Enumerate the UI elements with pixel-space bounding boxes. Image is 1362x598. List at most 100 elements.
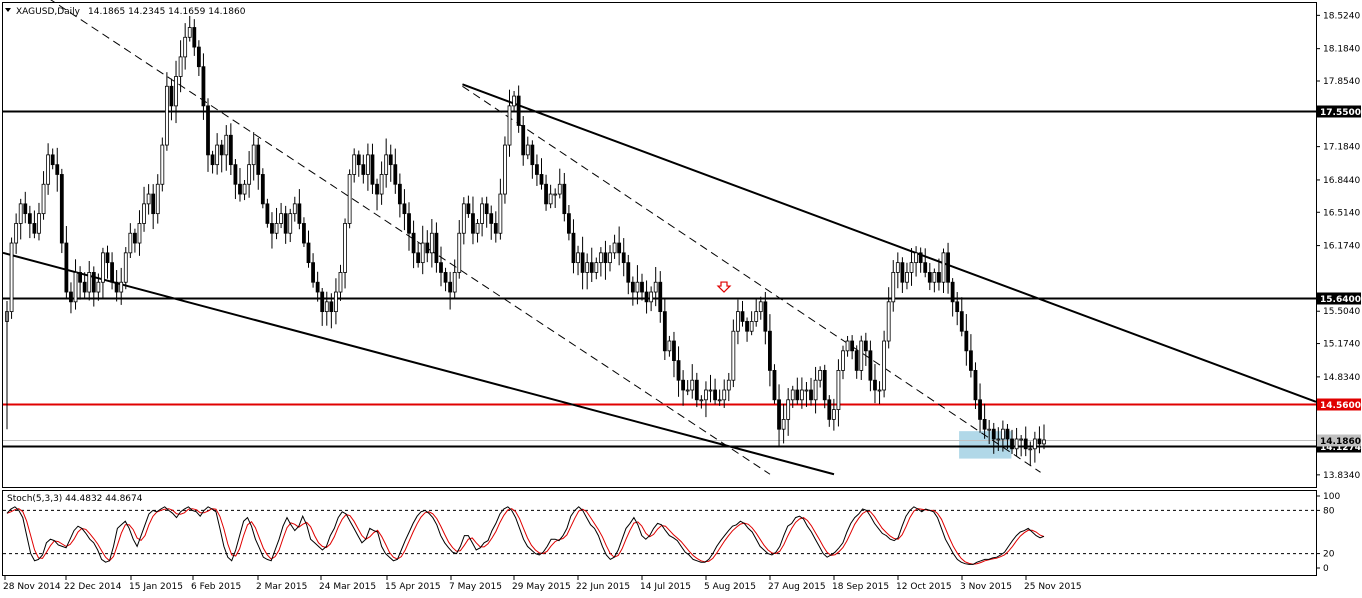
candle-body: [416, 252, 421, 264]
candle-body: [160, 144, 165, 185]
candle-body: [964, 330, 969, 352]
candle-body: [722, 389, 727, 401]
candle-body: [768, 330, 772, 371]
trendline: [2, 251, 835, 476]
y-tick-label: 16.5140: [1323, 208, 1360, 218]
candle-body: [932, 272, 937, 283]
candle-body: [69, 291, 73, 303]
candle-body: [352, 154, 357, 175]
stoch-main-line: [6, 506, 1045, 565]
candle-body: [55, 164, 60, 175]
y-tick-label: 18.1840: [1323, 45, 1360, 55]
candle-body: [1014, 438, 1019, 450]
candle-body: [356, 154, 361, 166]
candle-body: [443, 272, 448, 283]
candle-body: [37, 213, 41, 234]
candle-body: [818, 370, 823, 381]
candle-body: [959, 311, 964, 332]
candle-body: [608, 252, 612, 264]
candle-body: [393, 164, 398, 185]
candle-body: [407, 213, 411, 234]
candle-body: [914, 252, 918, 264]
down-arrow-icon: [716, 281, 732, 293]
candle-body: [969, 350, 973, 371]
candle-body: [786, 399, 791, 420]
x-tick-label: 24 Mar 2015: [319, 582, 376, 592]
candle-body: [206, 105, 210, 156]
y-tick-label: 17.8540: [1323, 77, 1360, 87]
x-tick-label: 15 Jan 2015: [129, 582, 183, 592]
candle-body: [247, 164, 252, 185]
candle-body: [598, 252, 603, 264]
candle-body: [927, 272, 932, 283]
candle-body: [329, 301, 334, 313]
candle-body: [46, 154, 51, 185]
stoch-tick-label: 20: [1323, 550, 1335, 560]
candle-body: [338, 272, 343, 293]
candle-body: [379, 174, 384, 195]
candle-body: [279, 213, 283, 224]
candle-body: [105, 252, 110, 264]
x-tick-label: 5 Aug 2015: [704, 582, 756, 592]
candle-body: [895, 262, 900, 273]
candle-body: [521, 125, 526, 156]
candle-body: [274, 223, 279, 234]
candle-body: [745, 321, 749, 332]
candle-body: [489, 213, 494, 224]
candle-body: [238, 183, 242, 195]
candle-body: [128, 232, 133, 254]
candle-body: [315, 281, 320, 293]
candle-body: [133, 232, 137, 244]
candle-body: [955, 301, 960, 313]
main-pane-frame: [2, 2, 1317, 488]
time-axis: 28 Nov 2014 22 Dec 2014 15 Jan 2015 6 Feb 2…: [3, 576, 1082, 592]
x-tick-label: 7 May 2015: [449, 582, 502, 592]
candle-body: [461, 203, 466, 234]
candle-body: [411, 232, 416, 254]
candle-body: [242, 183, 247, 195]
candle-body: [1005, 428, 1010, 440]
candle-body: [662, 311, 667, 352]
candle-body: [873, 379, 877, 391]
chart-header-symbol: XAGUSD,Daily: [16, 7, 81, 17]
candle-body: [978, 399, 982, 420]
candle-body: [155, 183, 160, 215]
y-tick-label: 13.8340: [1323, 471, 1360, 481]
stoch-pane-frame: [2, 490, 1317, 576]
candle-body: [228, 134, 233, 166]
candle-body: [110, 262, 114, 283]
candle-body: [708, 389, 713, 392]
x-tick-label: 22 Jun 2015: [576, 582, 630, 592]
candle-body: [82, 281, 87, 293]
candle-body: [589, 262, 594, 273]
candle-body: [854, 350, 859, 371]
trendline: [462, 85, 1041, 473]
candle-body: [557, 183, 562, 195]
x-tick-label: 12 Oct 2015: [896, 582, 952, 592]
candle-body: [219, 144, 224, 156]
level-tag-label: 14.5600: [1320, 401, 1361, 411]
candle-body: [781, 418, 786, 430]
candle-body: [539, 174, 544, 185]
candle-body: [1037, 438, 1042, 445]
y-tick-label: 16.8440: [1323, 176, 1360, 186]
candle-body: [566, 213, 571, 234]
candle-body: [749, 321, 754, 332]
candle-body: [137, 223, 142, 244]
chart-header-ohlc: 14.1865 14.2345 14.1659 14.1860: [88, 7, 246, 17]
candle-body: [503, 144, 507, 195]
level-tag-label: 14.1274: [1320, 443, 1361, 453]
candle-body: [653, 281, 658, 293]
candle-body: [626, 262, 631, 283]
candle-body: [571, 232, 576, 264]
candle-body: [164, 85, 169, 146]
candle-body: [169, 85, 174, 107]
candle-body: [525, 144, 530, 156]
candle-body: [950, 281, 955, 303]
candle-body: [73, 272, 78, 303]
chart-menu-triangle-icon[interactable]: [5, 8, 11, 12]
candle-body: [704, 389, 708, 401]
candle-body: [397, 183, 402, 205]
